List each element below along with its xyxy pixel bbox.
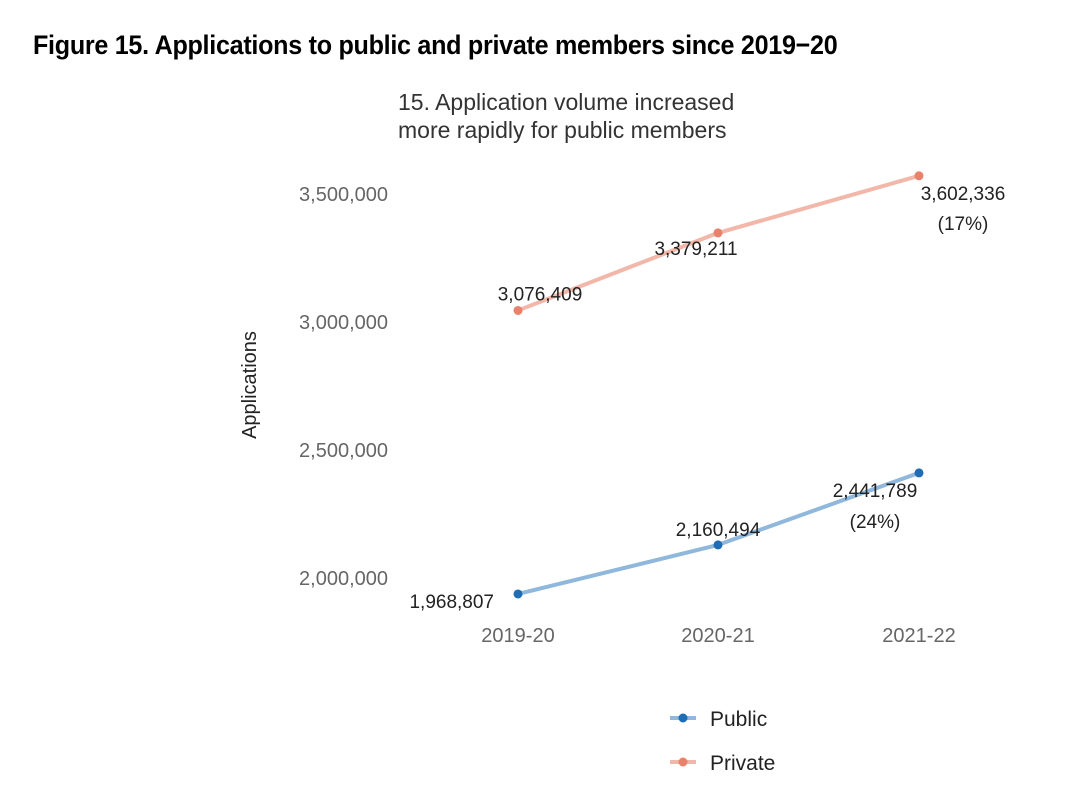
data-label: 3,602,336 xyxy=(921,184,1006,205)
legend-item-public: Public xyxy=(670,708,767,731)
legend-item-private: Private xyxy=(670,752,775,775)
y-axis-label: Applications xyxy=(239,331,261,439)
data-label: 1,968,807 xyxy=(409,592,494,613)
change-annotation: (24%) xyxy=(850,512,901,533)
y-axis-ticks: 2,000,000 2,500,000 3,000,000 3,500,000 xyxy=(299,184,388,590)
chart-title-line-1: 15. Application volume increased xyxy=(398,89,735,115)
data-point xyxy=(713,228,723,238)
legend-label: Private xyxy=(710,752,775,775)
data-label: 2,441,789 xyxy=(833,481,918,502)
x-tick-label: 2021-22 xyxy=(882,625,955,647)
series-group: 1,968,807 2,160,494 2,441,789 (24%) 3,076,40… xyxy=(409,171,1005,613)
legend-label: Public xyxy=(710,708,767,731)
x-tick-label: 2020-21 xyxy=(681,625,754,647)
change-annotation: (17%) xyxy=(938,214,989,235)
data-point xyxy=(513,589,523,599)
y-tick-label: 2,500,000 xyxy=(299,440,388,462)
chart-title: 15. Application volume increased more ra… xyxy=(398,88,734,144)
figure-title: Figure 15. Applications to public and pr… xyxy=(33,30,838,60)
data-point xyxy=(914,468,924,478)
chart-title-line-2: more rapidly for public members xyxy=(398,117,727,143)
data-label: 2,160,494 xyxy=(676,520,761,541)
data-point xyxy=(513,305,523,315)
data-label: 3,379,211 xyxy=(654,239,737,260)
y-tick-label: 3,000,000 xyxy=(299,312,388,334)
y-tick-label: 3,500,000 xyxy=(299,184,388,206)
data-point xyxy=(713,540,723,550)
x-axis-ticks: 2019-20 2020-21 2021-22 xyxy=(481,625,955,647)
data-label: 3,076,409 xyxy=(498,284,583,305)
legend-point-swatch xyxy=(678,713,688,723)
data-point xyxy=(914,171,924,181)
x-tick-label: 2019-20 xyxy=(481,625,554,647)
series-private: 3,076,409 3,379,211 3,602,336 (17%) xyxy=(498,171,1006,315)
y-tick-label: 2,000,000 xyxy=(299,568,388,590)
legend: Public Private xyxy=(670,708,775,775)
legend-point-swatch xyxy=(678,757,688,767)
series-public: 1,968,807 2,160,494 2,441,789 (24%) xyxy=(409,468,924,613)
